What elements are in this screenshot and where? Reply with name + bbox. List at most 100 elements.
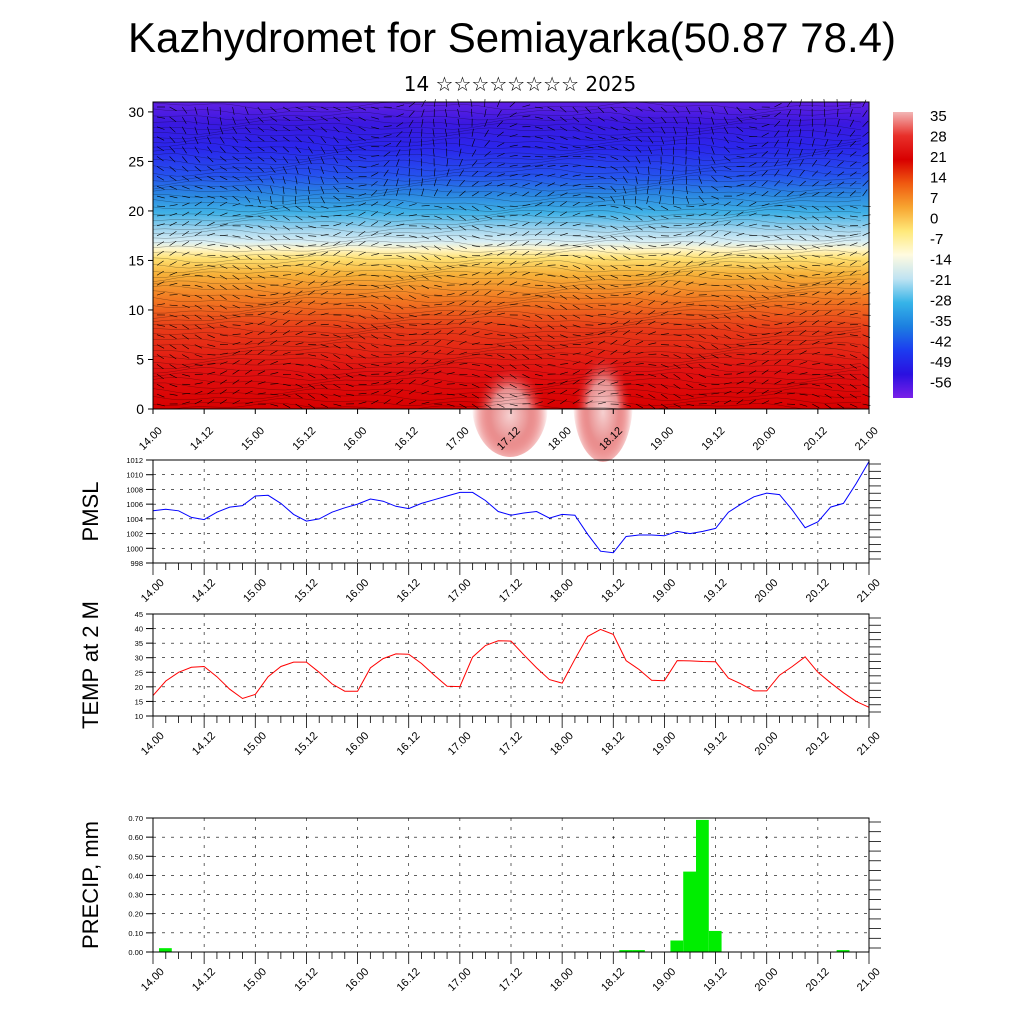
wind-barb [358, 251, 366, 256]
wind-barb [761, 150, 768, 157]
wind-barb [320, 312, 329, 316]
wind-barb [169, 106, 177, 112]
wind-barb [194, 324, 202, 330]
wind-barb [736, 380, 744, 385]
wind-barb [270, 235, 278, 241]
wind-barb [673, 312, 682, 316]
wind-barb [219, 275, 228, 280]
wind-barb [610, 255, 618, 261]
wind-barb [572, 294, 580, 300]
wind-barb [610, 330, 618, 335]
wind-barb [824, 342, 833, 345]
wind-barb [698, 195, 705, 203]
wind-barb [673, 334, 682, 336]
wind-barb [509, 134, 518, 137]
temp-x-tick-label: 16.00 [343, 730, 371, 758]
wind-barb [282, 393, 291, 398]
wind-barb [711, 146, 715, 155]
wind-barb [837, 215, 845, 220]
wind-barb [659, 176, 662, 185]
colorbar-label: -49 [930, 354, 952, 371]
wind-barb [421, 359, 429, 365]
wind-barb [660, 146, 663, 155]
wind-barb [837, 354, 846, 357]
wind-barb [471, 320, 480, 326]
wind-barb [534, 304, 543, 309]
wind-barb [711, 401, 720, 405]
wind-barb [610, 146, 619, 150]
wind-barb [685, 126, 688, 135]
wind-barb [257, 166, 264, 173]
wind-barb [459, 180, 465, 187]
contour-line [152, 132, 862, 141]
wind-barb [345, 294, 355, 296]
wind-barb [648, 136, 654, 144]
wind-barb [383, 314, 391, 320]
wind-barb [282, 351, 291, 355]
wind-barb [623, 293, 632, 296]
heatmap-x-tick-label: 19.00 [648, 425, 676, 453]
pmsl-x-tick-label: 15.00 [241, 577, 269, 605]
wind-barb [219, 185, 228, 190]
wind-barb [672, 166, 674, 175]
wind-barb [345, 106, 354, 111]
wind-barb [408, 101, 416, 108]
wind-barb [799, 310, 807, 316]
wind-barb [232, 265, 240, 270]
wind-barb [245, 340, 253, 345]
wind-barb [849, 151, 857, 157]
wind-barb [182, 251, 190, 256]
wind-barb [610, 106, 618, 113]
wind-barb [333, 270, 341, 276]
wind-barb [749, 191, 757, 197]
heatmap-y-tick-label: 25 [128, 153, 144, 169]
wind-barb [736, 294, 744, 300]
wind-barb [232, 203, 241, 207]
wind-barb [711, 324, 719, 330]
wind-barb [761, 235, 770, 238]
wind-barb [497, 205, 505, 209]
wind-barb [232, 235, 241, 238]
wind-barb [824, 393, 832, 399]
wind-barb [610, 205, 619, 208]
wind-barb [459, 255, 468, 258]
precip-x-tick-label: 15.12 [292, 966, 320, 994]
wind-barb [245, 401, 254, 405]
wind-barb [547, 294, 556, 299]
wind-barb [446, 158, 449, 167]
wind-barb [194, 221, 202, 227]
wind-barb [761, 389, 769, 395]
wind-barb [396, 131, 403, 137]
wind-barb [623, 320, 631, 326]
wind-barb [408, 158, 410, 167]
wind-barb [749, 144, 758, 147]
wind-barb [396, 284, 404, 290]
wind-barb [648, 245, 657, 247]
wind-barb [446, 235, 454, 241]
precip-bar [619, 950, 633, 952]
wind-barb [156, 344, 165, 349]
wind-barb [219, 223, 228, 227]
wind-barb [749, 162, 757, 167]
wind-barb [673, 251, 681, 256]
wind-barb [320, 290, 328, 296]
wind-barb [824, 128, 827, 137]
wind-barb [761, 160, 768, 167]
wind-barb [723, 334, 732, 340]
wind-barb [711, 230, 719, 236]
wind-barb [522, 182, 530, 187]
wind-barb [635, 330, 643, 335]
wind-barb [434, 215, 442, 219]
wind-barb [761, 284, 769, 290]
wind-barb [509, 324, 518, 327]
wind-barb [194, 211, 202, 217]
pmsl-x-tick-label: 18.00 [548, 577, 576, 605]
temp-x-tick-label: 20.00 [753, 730, 781, 758]
wind-barb [774, 235, 782, 240]
wind-barb [736, 244, 745, 246]
wind-barb [219, 176, 228, 181]
wind-barb [408, 245, 417, 249]
wind-barb [634, 196, 637, 205]
wind-barb [597, 284, 606, 289]
wind-barb [660, 311, 669, 316]
